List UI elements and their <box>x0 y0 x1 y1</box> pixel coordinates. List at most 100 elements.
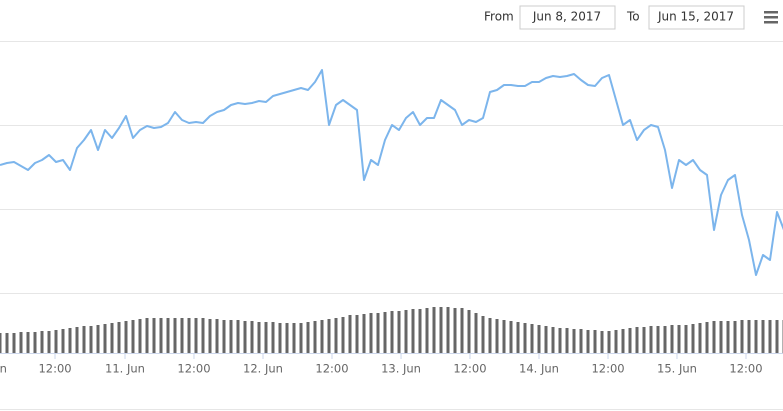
volume-bar <box>271 322 275 353</box>
x-tick-label: 12:00 <box>729 362 762 376</box>
volume-bar <box>411 309 415 353</box>
x-tick-label: 12:00 <box>315 362 348 376</box>
volume-bar <box>453 308 457 353</box>
volume-bar <box>257 322 261 353</box>
volume-bar <box>761 320 765 353</box>
volume-bar <box>656 326 660 353</box>
volume-bar <box>628 328 632 353</box>
volume-bar <box>159 318 163 353</box>
from-label: From <box>484 10 514 24</box>
volume-bar <box>544 326 548 353</box>
volume-bar <box>446 307 450 353</box>
volume-bar <box>194 318 198 353</box>
volume-bar <box>54 330 58 353</box>
to-input[interactable] <box>648 5 745 30</box>
volume-bar <box>250 321 254 353</box>
volume-bar <box>516 322 520 353</box>
volume-bar <box>488 318 492 353</box>
volume-bar <box>61 329 65 353</box>
volume-bar <box>425 308 429 353</box>
volume-bar <box>383 312 387 353</box>
volume-bar <box>152 318 156 353</box>
volume-bar <box>19 332 23 353</box>
volume-bar <box>89 326 93 353</box>
volume-bar <box>341 317 345 353</box>
volume-bar <box>719 321 723 353</box>
volume-bar <box>635 327 639 353</box>
volume-bar <box>187 318 191 353</box>
volume-bar <box>733 321 737 353</box>
volume-bar <box>222 320 226 353</box>
volume-bar <box>397 311 401 353</box>
volume-bar <box>299 323 303 353</box>
menu-button[interactable] <box>762 8 780 26</box>
volume-bar <box>236 320 240 353</box>
from-value[interactable]: Jun 8, 2017 <box>532 10 601 24</box>
volume-bar <box>180 318 184 353</box>
volume-bar <box>607 331 611 353</box>
volume-bar <box>439 307 443 353</box>
volume-bar <box>502 320 506 353</box>
volume-bar <box>558 328 562 353</box>
menu-bar <box>764 21 778 24</box>
from-input[interactable] <box>519 5 616 30</box>
volume-bar <box>670 325 674 353</box>
volume-bar <box>208 319 212 353</box>
volume-bar <box>320 320 324 353</box>
volume-bar <box>145 318 149 353</box>
volume-bar <box>705 322 709 353</box>
volume-bar <box>117 322 121 353</box>
volume-bar <box>586 330 590 353</box>
volume-bar <box>551 327 555 353</box>
to-label: To <box>626 10 640 24</box>
x-tick-label: 14. Jun <box>519 362 559 376</box>
x-tick-label: 11. Jun <box>105 362 145 376</box>
volume-bar <box>418 309 422 353</box>
volume-bar <box>614 330 618 353</box>
volume-bar <box>649 326 653 353</box>
volume-bar <box>75 327 79 353</box>
volume-bar <box>600 331 604 353</box>
volume-bar <box>509 321 513 353</box>
volume-bar <box>201 318 205 353</box>
to-value[interactable]: Jun 15, 2017 <box>657 10 734 24</box>
volume-bar <box>726 321 730 353</box>
x-tick-label: 12. Jun <box>243 362 283 376</box>
menu-bar <box>764 16 778 19</box>
volume-bar <box>362 314 366 353</box>
volume-bar <box>572 329 576 353</box>
volume-bar <box>285 323 289 353</box>
price-line <box>0 69 783 276</box>
volume-bar <box>481 316 485 353</box>
volume-bar <box>138 319 142 353</box>
volume-bar <box>229 320 233 353</box>
volume-bar <box>215 319 219 353</box>
volume-bar <box>96 325 100 353</box>
x-tick-label: 15. Jun <box>657 362 697 376</box>
volume-bar <box>26 332 30 353</box>
volume-bar <box>292 323 296 353</box>
volume-bar <box>663 326 667 353</box>
volume-bar <box>642 327 646 353</box>
volume-bar <box>565 328 569 353</box>
volume-bar <box>103 324 107 353</box>
volume-bar <box>390 311 394 353</box>
x-tick-label: 12:00 <box>453 362 486 376</box>
volume-bar <box>327 319 331 353</box>
volume-bar <box>593 330 597 353</box>
volume-bar <box>684 325 688 353</box>
volume-bar <box>131 320 135 353</box>
volume-bar <box>768 320 772 353</box>
volume-bar <box>691 324 695 353</box>
volume-bar <box>747 320 751 353</box>
menu-bar <box>764 11 778 14</box>
volume-bar <box>523 323 527 353</box>
volume-bar <box>0 333 2 353</box>
volume-bar <box>243 321 247 353</box>
volume-bar <box>467 310 471 353</box>
volume-bar <box>712 321 716 353</box>
volume-bar <box>82 326 86 353</box>
x-tick-label: 13. Jun <box>381 362 421 376</box>
x-tick-label: 10. Jun <box>0 362 7 376</box>
volume-bar <box>334 318 338 353</box>
